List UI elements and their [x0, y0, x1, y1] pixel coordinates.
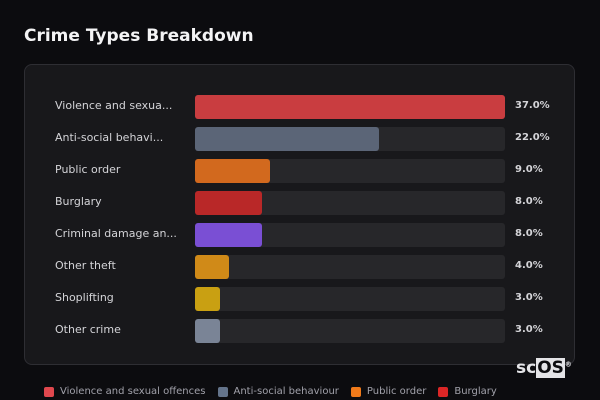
- legend-item[interactable]: Anti-social behaviour: [217, 386, 339, 397]
- legend-item[interactable]: Burglary: [438, 386, 497, 397]
- bar-value-label: 8.0%: [515, 196, 543, 207]
- legend-item[interactable]: Public order: [350, 386, 427, 397]
- bar-row: Burglary 8.0%: [25, 191, 574, 215]
- bar-value-label: 8.0%: [515, 228, 543, 239]
- legend-swatch: [217, 386, 228, 397]
- bar-track: [195, 95, 505, 119]
- bar-row: Violence and sexua... 37.0%: [25, 95, 574, 119]
- bar-row: Shoplifting 3.0%: [25, 287, 574, 311]
- bar: [195, 255, 229, 279]
- legend-label: Burglary: [454, 386, 497, 397]
- bar-label: Violence and sexua...: [55, 99, 173, 112]
- bar: [195, 127, 380, 151]
- legend-label: Violence and sexual offences: [60, 386, 206, 397]
- legend-swatch: [438, 386, 449, 397]
- bar-row: Criminal damage an... 8.0%: [25, 223, 574, 247]
- bar-value-label: 3.0%: [515, 324, 543, 335]
- bar-label: Other crime: [55, 323, 121, 336]
- bar-label: Shoplifting: [55, 291, 114, 304]
- bar: [195, 191, 263, 215]
- logo-text-box: OS: [536, 358, 565, 378]
- legend-item[interactable]: Violence and sexual offences: [44, 386, 206, 397]
- legend-label: Anti-social behaviour: [233, 386, 339, 397]
- bar-label: Burglary: [55, 195, 102, 208]
- bar-value-label: 3.0%: [515, 292, 543, 303]
- logo-registered-mark: ®: [564, 360, 572, 369]
- legend-swatch: [350, 386, 361, 397]
- scos-logo: scOS®: [516, 358, 572, 378]
- bar-value-label: 37.0%: [515, 100, 550, 111]
- legend-swatch: [44, 386, 54, 397]
- bar-value-label: 22.0%: [515, 132, 550, 143]
- bar-track: [195, 319, 505, 343]
- bar-row: Anti-social behavi... 22.0%: [25, 127, 574, 151]
- bar-label: Anti-social behavi...: [55, 131, 164, 144]
- bar: [195, 287, 221, 311]
- bar: [195, 319, 221, 343]
- bar-label: Public order: [55, 163, 121, 176]
- bar-label: Criminal damage an...: [55, 227, 177, 240]
- legend-label: Public order: [366, 386, 427, 397]
- bar: [195, 223, 263, 247]
- chart-card: Violence and sexua... 37.0% Anti-social be…: [24, 64, 575, 365]
- bar-row: Other crime 3.0%: [25, 319, 574, 343]
- logo-text: sc: [516, 358, 537, 378]
- bar: [195, 95, 505, 119]
- bar: [195, 159, 271, 183]
- bar-track: [195, 223, 505, 247]
- bar-track: [195, 159, 505, 183]
- bar-track: [195, 191, 505, 215]
- bar-row: Other theft 4.0%: [25, 255, 574, 279]
- bar-row: Public order 9.0%: [25, 159, 574, 183]
- bar-label: Other theft: [55, 259, 116, 272]
- bar-value-label: 4.0%: [515, 260, 543, 271]
- bar-track: [195, 127, 505, 151]
- bar-value-label: 9.0%: [515, 164, 543, 175]
- bar-track: [195, 287, 505, 311]
- bar-track: [195, 255, 505, 279]
- chart-legend: Violence and sexual offences Anti-social …: [44, 386, 497, 397]
- chart-title: Crime Types Breakdown: [24, 26, 254, 46]
